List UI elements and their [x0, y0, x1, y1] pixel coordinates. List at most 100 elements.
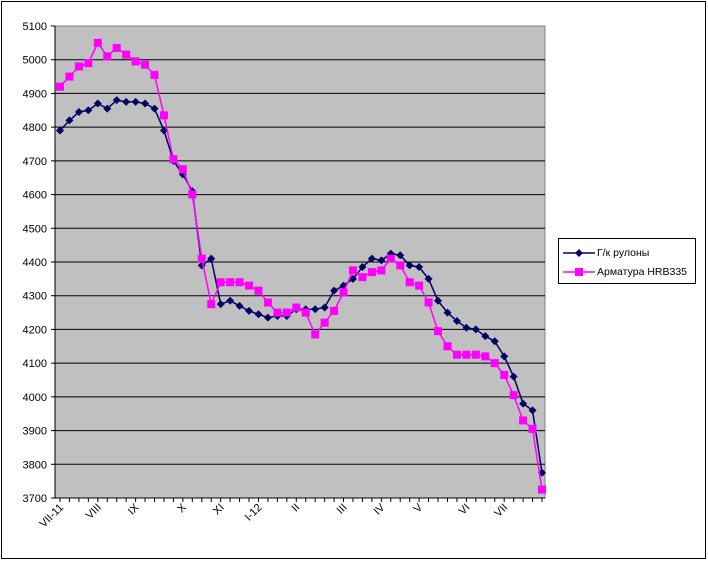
series-line-2	[59, 41, 543, 490]
data-point-square	[245, 281, 254, 290]
y-tick-label: 5100	[23, 21, 47, 33]
data-point-square	[56, 82, 64, 91]
data-point-square	[481, 352, 490, 361]
x-tick-label: II	[290, 502, 303, 515]
data-point-square	[141, 60, 150, 69]
data-point-diamond	[122, 97, 131, 106]
data-point-diamond	[141, 99, 150, 108]
x-tick-label: VII-11	[37, 502, 66, 531]
data-point-diamond	[112, 96, 121, 105]
data-point-square	[292, 303, 301, 312]
data-point-square	[150, 70, 159, 79]
data-point-square	[112, 43, 121, 52]
data-point-diamond	[320, 303, 329, 312]
data-point-diamond	[150, 104, 159, 113]
data-point-square	[528, 424, 537, 433]
data-point-diamond	[509, 372, 518, 381]
data-point-square	[339, 288, 348, 297]
y-tick-label: 5000	[23, 55, 47, 67]
y-tick-label: 4000	[23, 392, 47, 404]
data-point-square	[415, 281, 424, 290]
data-point-square	[443, 342, 452, 351]
y-tick-label: 4900	[23, 88, 47, 100]
data-point-diamond	[207, 254, 216, 263]
data-point-square	[84, 59, 93, 68]
data-point-diamond	[93, 99, 102, 108]
data-point-diamond	[519, 399, 528, 408]
data-point-square	[273, 308, 282, 317]
x-tick-label: IV	[372, 501, 388, 517]
x-tick-label: III	[335, 502, 350, 517]
y-tick-label: 4300	[23, 291, 47, 303]
x-tick-label: X	[175, 501, 189, 515]
legend-marker-square	[563, 268, 595, 276]
data-point-square	[263, 298, 272, 307]
x-tick-label: XI	[211, 502, 227, 518]
data-point-diamond	[396, 251, 405, 260]
data-point-square	[348, 266, 357, 275]
data-point-diamond	[245, 306, 254, 315]
data-point-square	[386, 254, 395, 263]
data-point-square	[254, 286, 263, 295]
y-tick-label: 4800	[23, 122, 47, 134]
x-tick-label: I-12	[243, 502, 265, 524]
data-point-square	[396, 261, 405, 270]
x-tick-label: VII	[492, 502, 510, 520]
data-point-diamond	[226, 296, 235, 305]
data-point-square	[500, 370, 509, 379]
data-point-diamond	[377, 256, 386, 265]
data-point-diamond	[434, 296, 443, 305]
y-tick-label: 3700	[23, 493, 47, 505]
data-point-diamond	[330, 286, 339, 295]
data-point-square	[490, 359, 499, 368]
data-point-square	[169, 155, 178, 164]
data-point-diamond	[443, 308, 452, 317]
legend-entry-series-1: Г/к рулоны	[559, 245, 695, 261]
data-point-square	[538, 485, 546, 494]
data-point-square	[320, 318, 329, 327]
data-point-square	[178, 165, 187, 174]
data-point-square	[377, 266, 386, 275]
legend: Г/к рулоны Арматура HRB335	[558, 238, 696, 284]
data-point-diamond	[386, 249, 395, 258]
data-point-diamond	[500, 352, 509, 361]
gridlines	[55, 59, 545, 465]
data-point-diamond	[235, 301, 244, 310]
data-point-square	[367, 268, 376, 277]
data-point-diamond	[424, 274, 433, 283]
data-point-square	[330, 306, 339, 315]
x-tick-label: VIII	[84, 502, 104, 522]
data-point-diamond	[56, 126, 64, 135]
data-point-square	[188, 190, 197, 199]
data-point-diamond	[65, 116, 74, 125]
data-point-square	[74, 62, 83, 71]
data-point-diamond	[159, 126, 168, 135]
data-point-square	[197, 254, 206, 263]
data-point-square	[103, 52, 112, 61]
y-tick-label: 3900	[23, 426, 47, 438]
data-point-square	[462, 350, 471, 359]
data-point-square	[159, 111, 168, 120]
y-tick-label: 4500	[23, 223, 47, 235]
series-layer	[56, 38, 546, 494]
data-point-diamond	[490, 337, 499, 346]
data-point-diamond	[84, 106, 93, 115]
data-point-square	[235, 278, 244, 287]
data-point-square	[424, 298, 433, 307]
data-point-diamond	[481, 332, 490, 341]
data-point-diamond	[254, 310, 263, 319]
data-point-diamond	[415, 263, 424, 272]
data-point-square	[358, 273, 367, 282]
y-tick-label: 3800	[23, 459, 47, 471]
data-point-diamond	[103, 104, 112, 113]
y-tick-label: 4600	[23, 190, 47, 202]
data-point-diamond	[452, 317, 461, 325]
data-point-square	[93, 38, 102, 47]
data-point-square	[65, 72, 74, 81]
data-point-square	[434, 327, 443, 336]
data-point-diamond	[311, 305, 320, 314]
x-tick-label: IX	[126, 501, 142, 517]
data-point-diamond	[462, 323, 471, 332]
x-tick-label: V	[412, 501, 426, 515]
